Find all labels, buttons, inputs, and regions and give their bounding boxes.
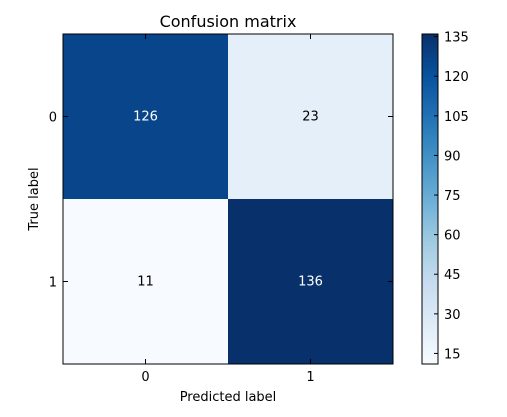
cell-value-label: 126	[133, 110, 158, 125]
y-axis-ticks: 01	[49, 111, 393, 291]
colorbar-tick-label: 135	[444, 31, 469, 46]
chart-title: Confusion matrix	[160, 12, 297, 31]
x-axis-label: Predicted label	[180, 390, 277, 405]
heatmap-cells	[63, 34, 393, 364]
colorbar-tick-label: 15	[444, 347, 461, 362]
colorbar	[421, 33, 439, 365]
y-tick-label: 1	[49, 276, 57, 291]
colorbar-tick-label: 90	[444, 149, 461, 164]
y-axis-label: True label	[27, 167, 42, 231]
heatmap-cell-1-0	[63, 199, 228, 364]
heatmap-cell-0-0	[63, 34, 228, 199]
colorbar-tick-label: 60	[444, 229, 461, 244]
colorbar-tick-label: 120	[444, 70, 469, 85]
heatmap-cell-1-1	[228, 199, 393, 364]
cell-value-label: 11	[137, 275, 154, 290]
colorbar-tick-label: 45	[444, 268, 461, 283]
cell-value-label: 136	[298, 275, 323, 290]
x-tick-label: 1	[306, 370, 314, 385]
x-tick-label: 0	[141, 370, 149, 385]
colorbar-tick-label: 105	[444, 110, 469, 125]
y-tick-label: 0	[49, 111, 57, 126]
heatmap-cell-0-1	[228, 34, 393, 199]
heatmap-cell-labels: 126 23 11 136	[133, 110, 323, 290]
cell-value-label: 23	[302, 110, 319, 125]
colorbar-tick-label: 30	[444, 308, 461, 323]
colorbar-tick-label: 75	[444, 189, 461, 204]
colorbar-ticks: 15 30 45 60 75 90 105 120 135	[434, 31, 469, 362]
plot-frame	[62, 33, 394, 365]
